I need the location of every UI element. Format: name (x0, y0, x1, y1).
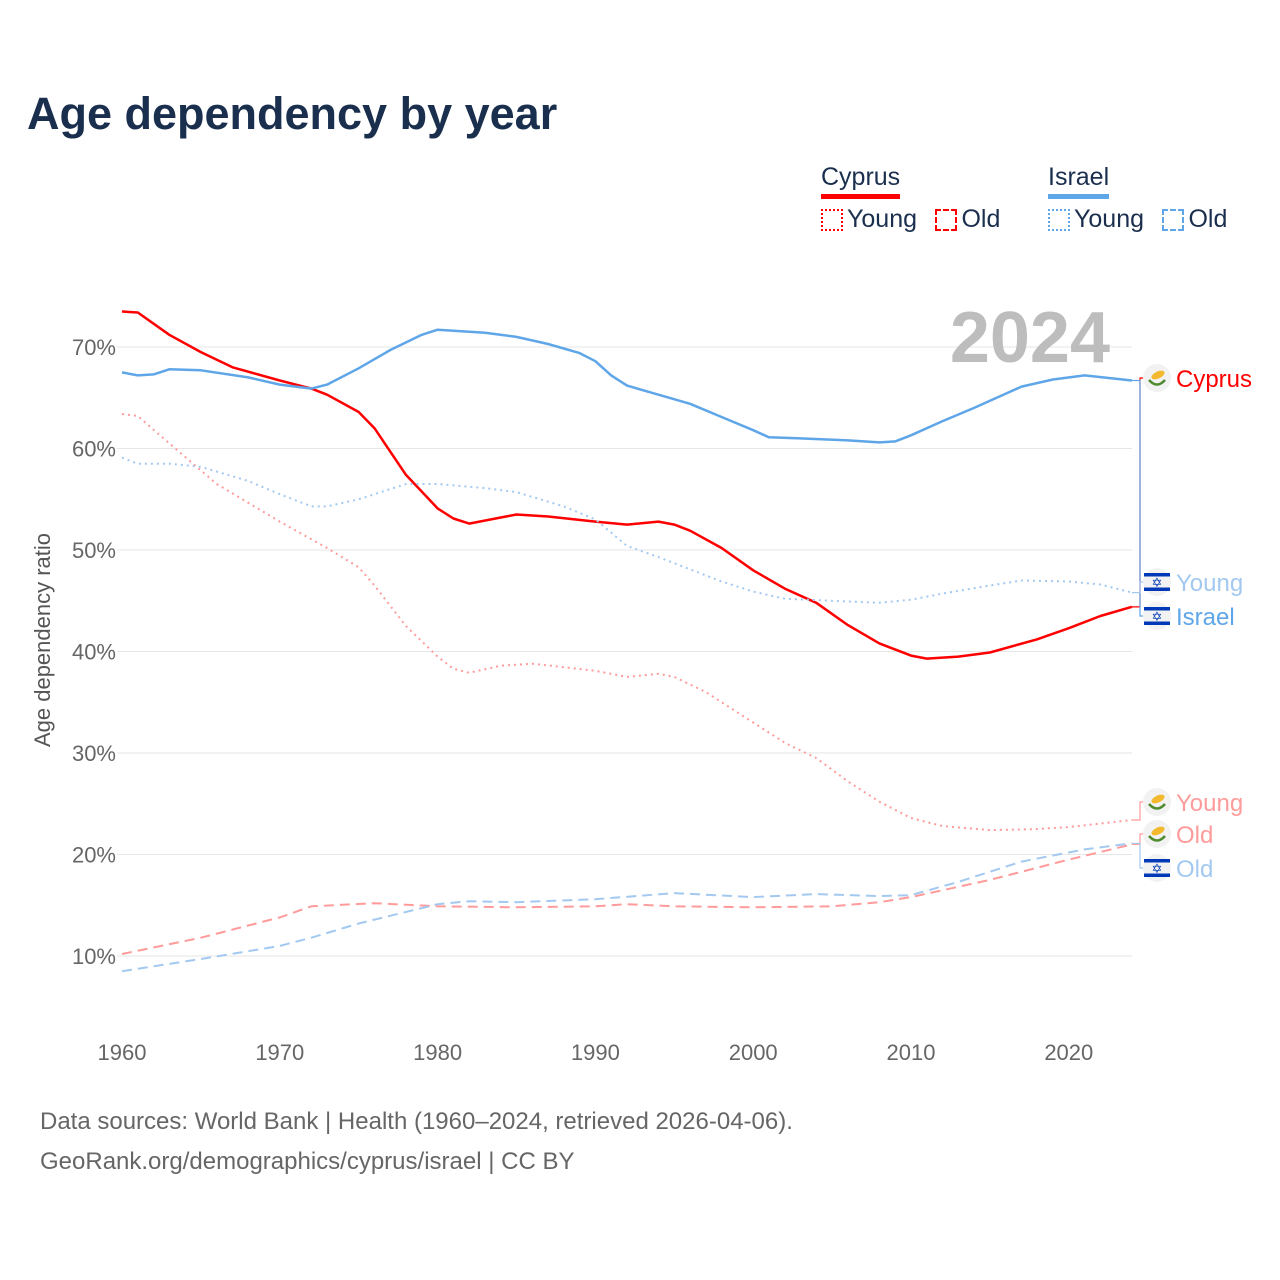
star-of-david-icon: ✡ (1152, 610, 1163, 625)
legend-cyprus: Cyprus Young Old (821, 163, 1014, 236)
series-line-cyprus-old (121, 843, 1133, 955)
footer-sources: Data sources: World Bank | Health (1960–… (40, 1108, 793, 1135)
y-tick-label: 50% (72, 538, 116, 563)
x-tick-label: 2010 (887, 1040, 936, 1065)
dashed-swatch-icon (1162, 208, 1185, 231)
series-line-israel (121, 328, 1133, 444)
legend-item-israel-young[interactable]: Young (1048, 205, 1144, 234)
flag-stripe (1144, 873, 1170, 877)
dotted-swatch-icon (1048, 208, 1070, 231)
flag-stripe (1144, 587, 1170, 591)
legend-item-cyprus-old[interactable]: Old (935, 205, 1000, 234)
y-tick-label: 20% (72, 843, 116, 868)
legend-israel: Israel Young Old (1048, 163, 1241, 236)
dashed-swatch-icon (935, 208, 958, 231)
flag-stripe (1144, 573, 1170, 577)
legend-label: Old (961, 205, 1001, 233)
x-tick-label: 1980 (413, 1040, 462, 1065)
series-line-israel-old (121, 842, 1133, 973)
series-end-label: Old (1176, 856, 1213, 883)
series-end-label: Young (1176, 790, 1243, 817)
legend-label: Young (1074, 205, 1144, 233)
olive-branch-icon (1148, 803, 1166, 810)
flag-stripe (1144, 607, 1170, 611)
current-year-label: 2024 (950, 298, 1110, 378)
legend-country-israel: Israel (1048, 163, 1110, 199)
footer-link[interactable]: GeoRank.org/demographics/cyprus/israel |… (40, 1148, 575, 1175)
legend-label: Young (847, 205, 917, 233)
olive-branch-icon (1148, 835, 1166, 842)
series-end-label: Israel (1176, 604, 1235, 631)
cyprus-island-icon (1151, 826, 1165, 836)
legend-item-israel-old[interactable]: Old (1162, 205, 1227, 234)
y-tick-label: 70% (72, 335, 116, 360)
series-line-cyprus-young (121, 413, 1133, 832)
y-tick-label: 60% (72, 437, 116, 462)
series-end-label: Young (1176, 570, 1243, 597)
x-tick-label: 2000 (729, 1040, 778, 1065)
legend-label: Old (1188, 205, 1228, 233)
legend-country-cyprus: Cyprus (821, 163, 901, 199)
y-tick-label: 30% (72, 741, 116, 766)
x-tick-label: 1960 (98, 1040, 147, 1065)
cyprus-island-icon (1151, 370, 1165, 380)
legend-item-cyprus-young[interactable]: Young (821, 205, 917, 234)
chart-title: Age dependency by year (27, 88, 558, 139)
x-tick-label: 2020 (1044, 1040, 1093, 1065)
series-end-label: Cyprus (1176, 366, 1252, 393)
series-line-israel-young (121, 456, 1133, 604)
star-of-david-icon: ✡ (1152, 862, 1163, 877)
flag-stripe (1144, 621, 1170, 625)
label-connector (1132, 377, 1146, 608)
dotted-swatch-icon (821, 208, 843, 231)
x-tick-label: 1970 (255, 1040, 304, 1065)
x-tick-label: 1990 (571, 1040, 620, 1065)
flag-stripe (1144, 859, 1170, 863)
olive-branch-icon (1148, 379, 1166, 386)
y-tick-label: 40% (72, 640, 116, 665)
star-of-david-icon: ✡ (1152, 576, 1163, 591)
series-end-label: Old (1176, 822, 1213, 849)
y-tick-label: 10% (72, 944, 116, 969)
cyprus-island-icon (1151, 794, 1165, 804)
y-axis-label: Age dependency ratio (30, 533, 55, 747)
